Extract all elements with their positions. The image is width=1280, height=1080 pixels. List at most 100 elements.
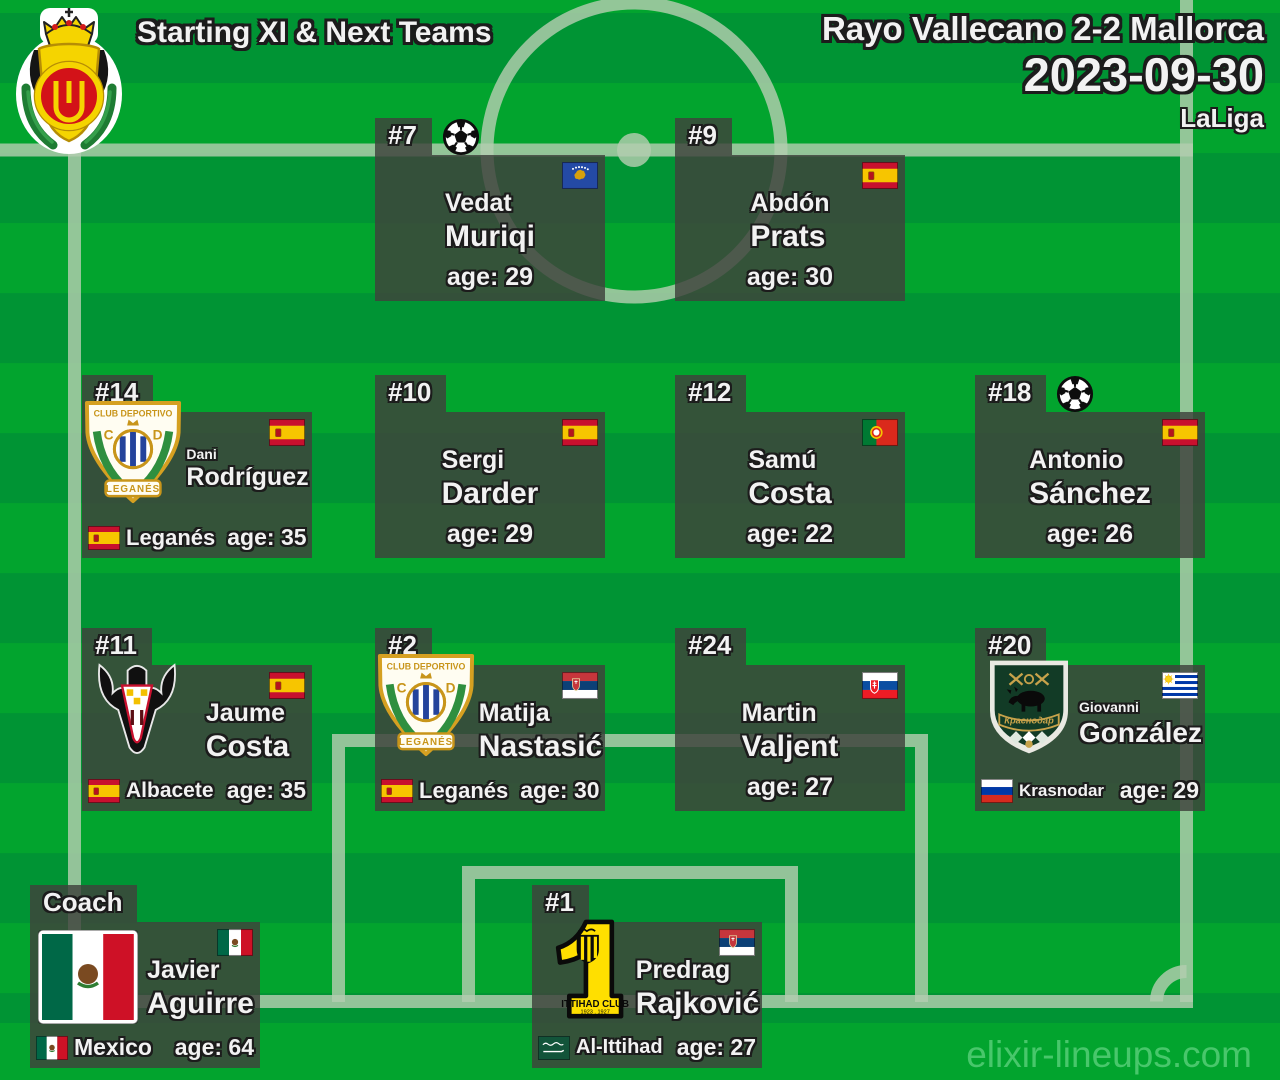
- player-card: #9 Abdón Prats age: 30: [675, 118, 905, 301]
- shirt-number: #12: [688, 377, 732, 407]
- age-label: age: 22: [746, 520, 834, 548]
- card-tab-row: Coach: [30, 885, 260, 922]
- goal-icon: [1056, 375, 1094, 413]
- next-team-strip: Leganés age: 30: [381, 777, 600, 804]
- next-team-strip: Krasnodar age: 29: [981, 777, 1199, 804]
- card-body: ITTIHAD CLUB 1923 . 1927 Predrag Rajkovi…: [532, 919, 762, 1068]
- svg-text:C: C: [397, 680, 407, 695]
- shirt-number-tab: #10: [375, 375, 447, 412]
- age-label: age: 30: [520, 777, 600, 803]
- player-card: #10 Sergi Darder age: 29: [375, 375, 605, 558]
- mexico-flag-icon: [36, 1035, 68, 1060]
- match-header: Rayo Vallecano 2-2 Mallorca 2023-09-30 L…: [822, 10, 1264, 136]
- league-label: LaLiga: [1180, 102, 1264, 133]
- age-label: age: 30: [746, 263, 834, 291]
- age-label: age: 35: [227, 524, 307, 550]
- svg-text:D: D: [153, 427, 163, 442]
- mexico-flag-badge: [37, 929, 139, 1025]
- first-name: Predrag: [635, 956, 731, 984]
- card-tab-row: #9: [675, 118, 905, 155]
- svg-text:CLUB DEPORTIVO: CLUB DEPORTIVO: [387, 662, 466, 672]
- player-card: #24 Martin Valjent age: 27: [675, 628, 905, 811]
- last-name: Muriqi: [445, 219, 535, 253]
- last-name: Aguirre: [147, 986, 254, 1020]
- card-body: Vedat Muriqi age: 29: [375, 155, 605, 301]
- first-name: Abdón: [750, 189, 830, 217]
- card-body: Abdón Prats age: 30: [675, 155, 905, 301]
- age-label: age: 29: [1119, 777, 1199, 803]
- age-label: age: 27: [746, 773, 834, 801]
- leganes-badge: CLUB DEPORTIVO C D LEGANÉS: [375, 649, 477, 763]
- player-name: Vedat Muriqi: [375, 189, 605, 254]
- mexico-flag-icon: [217, 929, 253, 956]
- player-card: #1 ITTIHAD CLUB 1923 . 1927 Predrag Rajk…: [532, 885, 762, 1068]
- player-card: #20 Краснодар Giovanni González Krasnoda…: [975, 628, 1205, 811]
- shirt-number: #7: [388, 120, 417, 150]
- first-name: Dani: [186, 446, 217, 462]
- krasnodar-badge: Краснодар: [985, 655, 1073, 759]
- player-name: Martin Valjent: [675, 699, 905, 764]
- match-result: Rayo Vallecano 2-2 Mallorca: [821, 10, 1264, 47]
- card-tab-row: #11: [82, 628, 312, 665]
- svg-text:C: C: [104, 427, 114, 442]
- player-name: Jaume Costa: [186, 699, 309, 764]
- first-name: Samú: [748, 446, 817, 474]
- shirt-number-tab: #7: [375, 118, 432, 155]
- age-label: age: 64: [174, 1034, 254, 1060]
- next-team-strip: Mexico age: 64: [36, 1034, 254, 1061]
- mallorca-crest: [10, 4, 128, 156]
- shirt-number: #9: [688, 120, 717, 150]
- svg-text:D: D: [446, 680, 456, 695]
- shirt-number-tab: #12: [675, 375, 747, 412]
- card-body: CLUB DEPORTIVO C D LEGANÉS Dani Rodrígue…: [82, 401, 312, 558]
- first-name: Sergi: [441, 446, 505, 474]
- last-name: Costa: [205, 729, 290, 763]
- first-name: Javier: [147, 956, 220, 984]
- saudi-arabia-flag-icon: [538, 1035, 570, 1060]
- next-team-name: Leganés: [419, 777, 509, 803]
- player-card: #2 CLUB DEPORTIVO C D LEGANÉS Matija Nas…: [375, 628, 605, 811]
- al-ittihad-badge: ITTIHAD CLUB 1923 . 1927: [536, 910, 634, 1030]
- next-team-name: Leganés: [126, 524, 216, 550]
- spain-flag-icon: [381, 778, 413, 803]
- last-name: Nastasić: [478, 729, 603, 763]
- player-name: Abdón Prats: [675, 189, 905, 254]
- next-team-name: Albacete: [126, 778, 214, 802]
- shirt-number-tab: #11: [82, 628, 152, 665]
- shirt-number-tab: #20: [975, 628, 1047, 665]
- age-label: age: 26: [1046, 520, 1134, 548]
- spain-flag-icon: [562, 419, 598, 446]
- shirt-number-tab: #18: [975, 375, 1047, 412]
- shirt-number: #1: [545, 887, 574, 917]
- card-body: Jaume Costa Albacete age: 35: [82, 663, 312, 811]
- leganes-badge: CLUB DEPORTIVO C D LEGANÉS: [82, 396, 184, 510]
- svg-text:Краснодар: Краснодар: [1004, 716, 1054, 726]
- card-tab-row: #24: [675, 628, 905, 665]
- last-name: Prats: [750, 219, 826, 253]
- next-team-strip: Albacete age: 35: [88, 777, 306, 804]
- first-name: Martin: [741, 699, 817, 727]
- card-tab-row: #10: [375, 375, 605, 412]
- last-name: Darder: [441, 476, 539, 510]
- serbia-flag-icon: [562, 672, 598, 699]
- shirt-number-tab: #24: [675, 628, 747, 665]
- shirt-number: #20: [988, 630, 1032, 660]
- first-name: Antonio: [1029, 446, 1124, 474]
- player-card: #18 Antonio Sánchez age: 26: [975, 375, 1205, 558]
- coach-card: Coach Javier Aguirre Mexico age: 64: [30, 885, 260, 1068]
- last-name: Valjent: [741, 729, 839, 763]
- serbia-flag-icon: [719, 929, 755, 956]
- first-name: Jaume: [205, 699, 286, 727]
- last-name: Sánchez: [1029, 476, 1151, 510]
- first-name: Matija: [478, 699, 550, 727]
- player-card: #14 CLUB DEPORTIVO C D LEGANÉS Dani Rodr…: [82, 375, 312, 558]
- card-tab-row: #20: [975, 628, 1205, 665]
- slovakia-flag-icon: [862, 672, 898, 699]
- player-name: Sergi Darder: [375, 446, 605, 511]
- albacete-badge: [92, 653, 182, 765]
- next-team-strip: Al-Ittihad age: 27: [538, 1034, 756, 1061]
- center-circle: [480, 0, 788, 304]
- card-body: Samú Costa age: 22: [675, 412, 905, 558]
- next-team-name: Al-Ittihad: [576, 1036, 663, 1058]
- age-label: age: 29: [446, 263, 534, 291]
